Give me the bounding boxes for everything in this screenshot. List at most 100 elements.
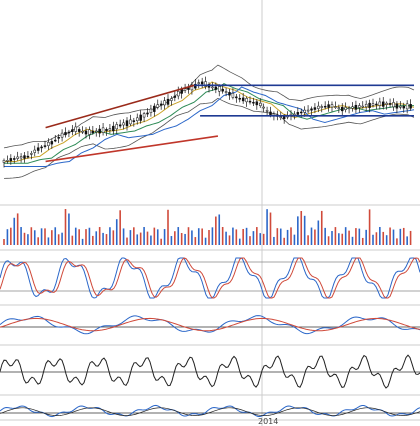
candle-body	[218, 86, 221, 92]
candle-body	[279, 116, 282, 118]
volume-bar	[314, 229, 316, 245]
volume-bar	[310, 227, 313, 245]
candle-body	[306, 109, 310, 112]
volume-bar	[320, 210, 323, 245]
volume-bar	[297, 216, 299, 245]
candle-body	[91, 130, 95, 134]
candle-body	[378, 101, 382, 106]
volume-bar	[197, 228, 200, 245]
volume-bar	[235, 229, 238, 245]
volume-bar	[355, 228, 357, 245]
candle-body	[60, 132, 64, 138]
candle-body	[77, 129, 81, 132]
volume-bar	[40, 228, 43, 245]
candle-body	[112, 125, 115, 132]
candle-body	[125, 120, 129, 127]
candle-body	[67, 131, 71, 134]
candle-body	[163, 100, 166, 106]
candle-body	[194, 83, 197, 89]
candle-body	[190, 84, 194, 91]
candle-body	[197, 82, 200, 84]
macd-signal-line	[0, 317, 420, 332]
candle-body	[122, 122, 125, 126]
candle-body	[300, 111, 303, 114]
candle-body	[248, 100, 252, 103]
volume-bar	[221, 227, 224, 245]
volume-bar	[201, 228, 203, 245]
candle-body	[132, 120, 136, 122]
candle-body	[40, 146, 43, 149]
volume-bar	[348, 230, 350, 245]
volume-bar	[300, 211, 303, 245]
volume-bar	[122, 228, 125, 245]
candle-body	[334, 106, 337, 108]
volume-bar	[174, 231, 176, 245]
candle-body	[337, 107, 341, 109]
volume-bar	[286, 229, 289, 245]
candle-body	[47, 142, 50, 146]
candle-body	[149, 108, 153, 113]
volume-bar	[23, 232, 26, 245]
candle-body	[358, 105, 361, 108]
volume-bar	[409, 230, 412, 245]
candle-body	[259, 102, 262, 106]
volume-bar	[98, 227, 101, 245]
candle-body	[255, 101, 259, 106]
volume-bar	[372, 234, 374, 245]
candle-body	[392, 102, 395, 108]
candle-body	[36, 147, 40, 151]
candle-body	[405, 103, 409, 110]
candle-body	[156, 104, 159, 108]
volume-bar	[293, 234, 296, 245]
candle-body	[30, 153, 33, 155]
volume-bar	[61, 232, 63, 245]
candle-body	[13, 158, 16, 160]
volume-bar	[30, 227, 33, 245]
volume-bar	[129, 230, 132, 245]
oscillator-2-line-black	[0, 407, 420, 416]
volume-bar	[379, 227, 381, 245]
volume-bar	[133, 227, 135, 245]
candle-body	[57, 137, 60, 139]
candle-body	[354, 104, 358, 110]
candle-body	[2, 159, 6, 163]
stoch-d-line	[0, 257, 420, 299]
candle-body	[142, 113, 146, 118]
volume-bar	[20, 227, 22, 245]
candle-body	[170, 98, 173, 101]
volume-bar	[194, 237, 197, 245]
candle-body	[183, 88, 187, 91]
candle-body	[129, 119, 132, 125]
volume-bar	[156, 229, 159, 245]
volume-bar	[365, 229, 367, 245]
volume-bar	[252, 231, 255, 245]
volume-bar	[27, 234, 29, 245]
candle-body	[187, 87, 190, 90]
candle-body	[323, 105, 327, 108]
volume-bar	[396, 238, 398, 245]
candle-body	[371, 103, 375, 106]
volume-bar	[338, 233, 340, 245]
volume-bar	[95, 231, 98, 245]
candle-body	[81, 130, 84, 133]
candle-body	[108, 128, 112, 131]
volume-bar	[238, 238, 241, 245]
volume-bar	[331, 231, 333, 245]
volume-bar	[85, 229, 87, 245]
volume-bar	[6, 229, 9, 245]
volume-bar	[228, 235, 231, 245]
candle-body	[382, 101, 385, 107]
volume-bar	[47, 237, 50, 245]
volume-bar	[57, 234, 60, 245]
volume-bar	[402, 227, 405, 245]
volume-bar	[112, 230, 115, 245]
volume-bar	[102, 232, 104, 245]
candle-body	[385, 102, 388, 105]
candle-body	[221, 88, 224, 92]
volume-bar	[187, 227, 190, 245]
candle-body	[364, 103, 368, 108]
volume-bar	[273, 236, 275, 245]
candle-body	[313, 107, 317, 110]
volume-bar	[64, 209, 67, 245]
volume-bar	[44, 228, 46, 245]
